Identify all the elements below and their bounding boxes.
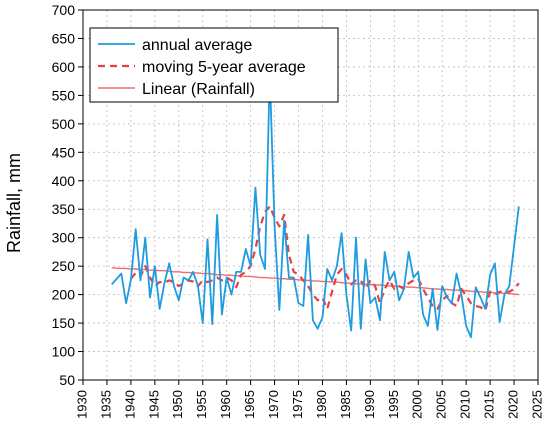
y-tick-label: 450 <box>52 144 76 160</box>
series-line-3 <box>111 267 519 296</box>
y-tick-label: 650 <box>52 30 76 46</box>
x-tick-label: 1945 <box>146 390 161 419</box>
y-tick-label: 50 <box>59 372 75 388</box>
series-line-2 <box>130 205 520 312</box>
x-tick-label: 2005 <box>434 390 449 419</box>
x-tick-label: 1935 <box>98 390 113 419</box>
x-tick-label: 1930 <box>74 390 89 419</box>
y-tick-label: 250 <box>52 258 76 274</box>
y-tick-label: 550 <box>52 87 76 103</box>
ticks <box>78 9 539 385</box>
x-tick-label: 1995 <box>386 390 401 419</box>
y-tick-label: 700 <box>52 2 76 18</box>
x-tick-label: 1975 <box>290 390 305 419</box>
x-tick-label: 2020 <box>505 390 520 419</box>
x-tick-label: 2010 <box>458 390 473 419</box>
y-tick-label: 350 <box>52 201 76 217</box>
y-tick-label: 150 <box>52 315 76 331</box>
x-tick-label: 2025 <box>529 390 544 419</box>
legend-label-3: Linear (Rainfall) <box>142 81 255 98</box>
x-tick-label: 1965 <box>242 390 257 419</box>
y-tick-label: 600 <box>52 59 76 75</box>
y-tick-label: 200 <box>52 287 76 303</box>
x-tick-label: 2000 <box>410 390 425 419</box>
y-tick-label: 500 <box>52 116 76 132</box>
series-line-1 <box>111 71 520 339</box>
x-tick-label: 1990 <box>362 390 377 419</box>
x-tick-label: 1960 <box>218 390 233 419</box>
legend: annual average moving 5-year average Linea… <box>89 27 339 103</box>
x-tick-label: 1950 <box>170 390 185 419</box>
x-tick-label: 1940 <box>122 390 137 419</box>
x-tick-label: 1970 <box>266 390 281 419</box>
series-layer <box>111 71 520 339</box>
y-tick-label: 400 <box>52 173 76 189</box>
x-tick-label: 1955 <box>194 390 209 419</box>
legend-label-2: moving 5-year average <box>142 59 306 76</box>
plot-frame <box>82 9 539 381</box>
x-tick-label: 2015 <box>482 390 497 419</box>
x-tick-label: 1985 <box>338 390 353 419</box>
y-axis-label: Rainfall, mm <box>4 153 24 253</box>
y-tick-label: 300 <box>52 230 76 246</box>
y-tick-labels: 50 100 150 200 250 300 350 400 450 500 550 600 650 70… <box>52 2 76 388</box>
y-tick-label: 100 <box>52 344 76 360</box>
x-tick-labels: 1930 1935 1940 1945 1950 1955 1960 1965 1970 1975… <box>74 390 544 419</box>
x-tick-label: 1980 <box>314 390 329 419</box>
legend-label-1: annual average <box>142 37 252 54</box>
legend-box <box>89 27 339 103</box>
